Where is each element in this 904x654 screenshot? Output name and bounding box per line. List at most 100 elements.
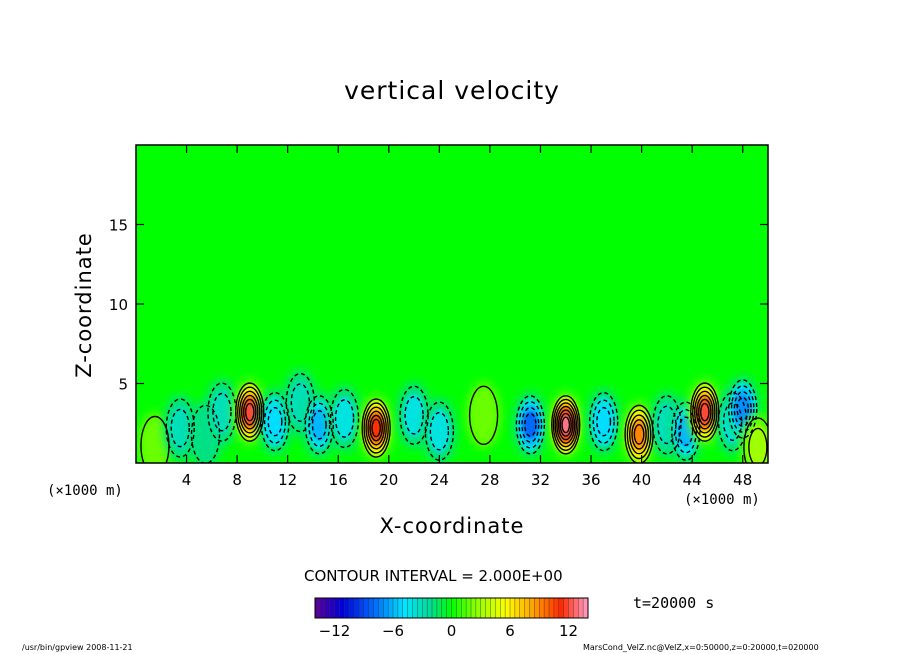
y-tick-label-15: 15 <box>109 217 128 235</box>
velocity-cell-13 <box>513 391 548 458</box>
colorbar-segment <box>363 598 370 618</box>
x-axis-ticks: 4 8 12 16 20 24 28 32 36 40 44 48 <box>182 145 752 489</box>
x-tick-label-4: 4 <box>182 471 192 489</box>
colorbar-tick-label--12: −12 <box>319 622 351 640</box>
x-tick-label-36: 36 <box>581 471 600 489</box>
colorbar-segment <box>539 598 545 618</box>
colorbar-segment <box>368 598 374 618</box>
x-tick-label-8: 8 <box>232 471 242 489</box>
velocity-cell-3 <box>204 379 239 446</box>
colorbar-segment <box>475 598 482 618</box>
colorbar-segment <box>534 598 540 618</box>
colorbar-segment <box>397 598 404 618</box>
colorbar-segment <box>568 598 574 618</box>
colorbar-segment <box>495 598 501 618</box>
colorbar-segment <box>553 598 560 618</box>
colorbar-segment <box>349 598 355 618</box>
colorbar-segment <box>334 598 340 618</box>
colorbar-segment <box>412 598 418 618</box>
contour-cell-14 <box>551 395 581 455</box>
colorbar-segment <box>432 598 438 618</box>
colorbar-segment <box>339 598 345 618</box>
colorbar-segment <box>573 598 579 618</box>
colorbar-segment <box>436 598 443 618</box>
colorbar-segment <box>563 598 569 618</box>
footer-program-date: /usr/bin/gpview 2008-11-21 <box>22 643 133 652</box>
colorbar-segment <box>456 598 462 618</box>
colorbar-segment <box>324 598 331 618</box>
colorbar-segment <box>315 598 321 618</box>
velocity-cell-12 <box>466 382 501 449</box>
velocity-cell-11 <box>422 398 457 463</box>
colorbar-segment <box>388 598 394 618</box>
x-tick-label-44: 44 <box>683 471 702 489</box>
contour-interval-label: CONTOUR INTERVAL = 2.000E+00 <box>304 567 563 585</box>
colorbar-tick-label-6: 6 <box>505 622 515 640</box>
colorbar-tick-label-12: 12 <box>559 622 578 640</box>
x-unit-label-right: (×1000 m) <box>684 492 760 508</box>
x-tick-label-28: 28 <box>480 471 499 489</box>
colorbar-segment <box>524 598 530 618</box>
colorbar-segment <box>451 598 457 618</box>
x-tick-label-32: 32 <box>531 471 550 489</box>
colorbar-segment <box>319 598 326 618</box>
contour-cell-2 <box>190 404 221 463</box>
colorbar-segment <box>558 598 565 618</box>
x-tick-label-48: 48 <box>733 471 752 489</box>
colorbar-segment <box>358 598 365 618</box>
contour-lines <box>140 372 768 463</box>
colorbar-segment <box>422 598 428 618</box>
colorbar-segment <box>446 598 452 618</box>
contour-cell-19 <box>690 382 720 442</box>
contour-cell-1 <box>165 398 195 458</box>
colorbar-segment <box>354 598 360 618</box>
colorbar-segment <box>514 598 521 618</box>
colorbar-segment <box>471 598 477 618</box>
colorbar-segment <box>427 598 433 618</box>
colorbar-segment <box>490 598 496 618</box>
contour-cell-12 <box>468 385 499 445</box>
contour-cell-9 <box>361 398 391 458</box>
colorbar-segment <box>393 598 399 618</box>
contour-cell-15 <box>588 391 619 452</box>
colorbar-tick-label--6: −6 <box>382 622 404 640</box>
time-label: t=20000 s <box>633 594 715 612</box>
colorbar-segment <box>417 598 423 618</box>
colorbar-segment <box>505 598 511 618</box>
colorbar-segment <box>583 598 589 618</box>
contour-cell-13 <box>515 395 546 455</box>
colorbar-tick-label-0: 0 <box>447 622 457 640</box>
x-tick-label-16: 16 <box>329 471 348 489</box>
contour-cell-11 <box>424 401 455 461</box>
colorbar-segment <box>402 598 409 618</box>
x-tick-label-24: 24 <box>430 471 449 489</box>
y-tick-label-10: 10 <box>109 296 128 314</box>
colorbar-segment <box>529 598 535 618</box>
colorbar-segment <box>373 598 379 618</box>
x-tick-label-12: 12 <box>278 471 297 489</box>
chart-title: vertical velocity <box>344 76 560 105</box>
x-tick-label-40: 40 <box>632 471 651 489</box>
x-axis-label: X-coordinate <box>379 514 525 538</box>
colorbar-segment <box>329 598 335 618</box>
colorbar-segment <box>383 598 389 618</box>
x-unit-label-left: (×1000 m) <box>47 483 123 499</box>
velocity-cell-1 <box>163 395 198 462</box>
colorbar-segment <box>578 598 584 618</box>
contour-cell-21 <box>728 379 758 439</box>
contour-cell-4 <box>235 382 265 442</box>
colorbar-segment <box>461 598 467 618</box>
velocity-cell-15 <box>586 388 621 455</box>
colorbar-segment <box>519 598 526 618</box>
contour-cell-6 <box>285 372 316 433</box>
colorbar-segment <box>378 598 384 618</box>
colorbar-segment <box>500 598 506 618</box>
contour-cell-22 <box>743 417 768 463</box>
colorbar-segment <box>549 598 555 618</box>
colorbar-segment <box>510 598 516 618</box>
colorbar: −12 −6 0 6 12 <box>314 597 589 640</box>
colorbar-segment <box>466 598 472 618</box>
x-tick-label-20: 20 <box>379 471 398 489</box>
contour-cell-20 <box>717 391 748 452</box>
colorbar-frame <box>314 597 589 619</box>
